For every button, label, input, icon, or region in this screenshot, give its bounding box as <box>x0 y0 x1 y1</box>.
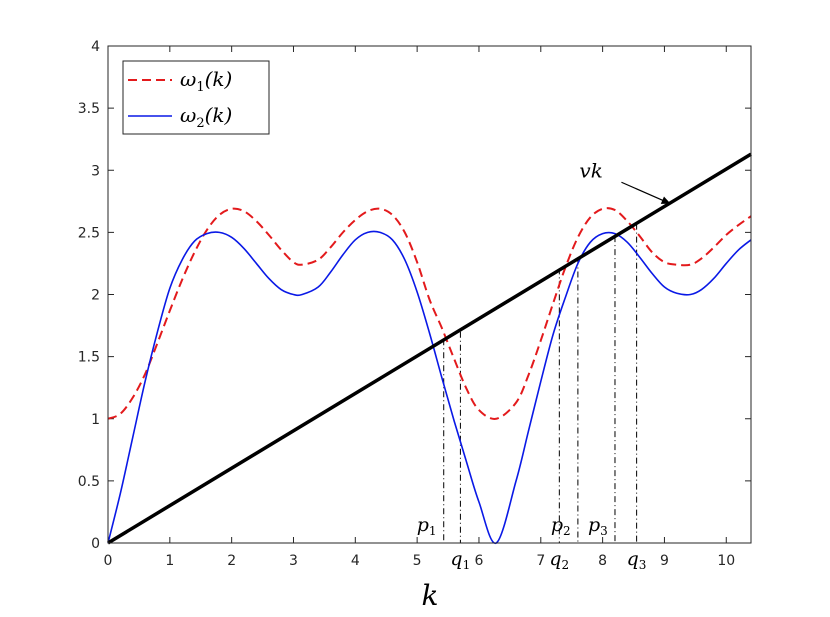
marker-label-q1: q1 <box>450 548 470 572</box>
legend-label-omega2: ω2(k) <box>180 103 232 131</box>
x-tick-label: 2 <box>227 553 236 569</box>
y-tick-label: 4 <box>91 39 100 55</box>
x-axis-label: k <box>422 579 439 612</box>
marker-label-p2: p2 <box>551 514 571 538</box>
y-tick-label: 0 <box>91 536 100 552</box>
series-line-1 <box>107 230 752 544</box>
vertical-markers: p1 q1 q2 p2 p3 q3 <box>417 223 647 572</box>
series-lines <box>107 152 752 545</box>
x-tick-label: 3 <box>289 553 298 569</box>
plot-frame <box>107 45 752 544</box>
x-tick-label: 6 <box>475 553 484 569</box>
x-tick-label: 4 <box>351 553 360 569</box>
x-tick-label: 1 <box>165 553 174 569</box>
tick-labels: 0 1 2 3 4 5 6 7 8 9 10 0 0.5 1 1.5 2 2.5 3 3.5 4 <box>78 39 735 569</box>
x-tick-label: 8 <box>598 553 607 569</box>
series-line-0 <box>107 207 752 420</box>
annotations: vk <box>579 158 671 205</box>
x-tick-label: 10 <box>717 553 735 569</box>
y-tick-label: 1 <box>91 412 100 428</box>
marker-label-p1: p1 <box>417 514 437 538</box>
y-tick-label: 1.5 <box>78 350 100 366</box>
annotation-vk: vk <box>579 158 602 182</box>
series-line-2 <box>107 152 752 545</box>
legend: ω1(k) ω2(k) <box>122 60 270 135</box>
y-tick-label: 2 <box>91 288 100 304</box>
y-tick-label: 0.5 <box>78 474 100 490</box>
annotation-arrowhead <box>660 196 671 204</box>
marker-label-q2: q2 <box>549 548 569 572</box>
marker-label-q3: q3 <box>627 548 647 572</box>
legend-box <box>122 60 270 135</box>
legend-label-omega1: ω1(k) <box>180 67 232 95</box>
y-tick-label: 2.5 <box>78 225 100 241</box>
axis-ticks <box>107 45 751 544</box>
y-tick-label: 3 <box>91 163 100 179</box>
x-tick-label: 0 <box>104 553 113 569</box>
marker-label-p3: p3 <box>588 514 608 538</box>
x-tick-label: 9 <box>660 553 669 569</box>
x-tick-label: 5 <box>413 553 422 569</box>
y-tick-label: 3.5 <box>78 101 100 117</box>
x-tick-label: 7 <box>536 553 545 569</box>
